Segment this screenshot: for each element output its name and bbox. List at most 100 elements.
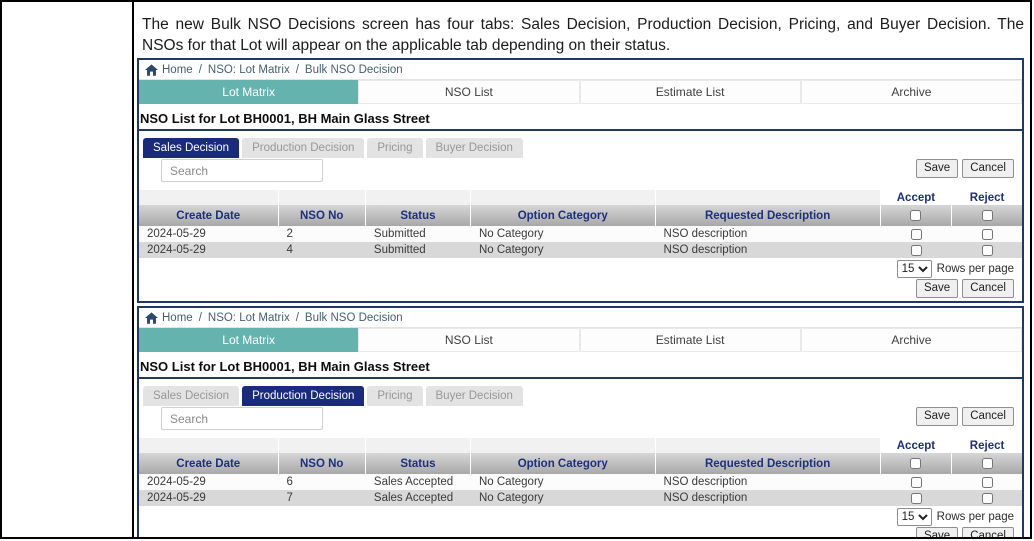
bottom-buttons: Save Cancel [139,526,1022,537]
rows-per-page-select[interactable]: 15 [896,260,932,278]
reject-all-checkbox[interactable] [981,458,993,469]
toolbar: Save Cancel [139,158,1022,184]
breadcrumb-separator: / [198,312,202,324]
document-main-cell: The new Bulk NSO Decisions screen has fo… [134,2,1030,537]
column-header-accept: Accept [880,190,953,205]
table-header-row: Create Date NSO No Status Option Categor… [139,453,1022,474]
decision-sub-tabs: Sales Decision Production Decision Prici… [143,386,1022,406]
main-tab-bar: Lot Matrix NSO List Estimate List Archiv… [139,328,1022,352]
subtab-production-decision[interactable]: Production Decision [242,386,365,406]
reject-checkbox[interactable] [981,228,993,240]
pagination: 15 Rows per page [139,506,1022,526]
tab-archive[interactable]: Archive [800,80,1022,104]
breadcrumb-separator: / [295,64,299,76]
breadcrumb-separator: / [198,64,202,76]
subtab-buyer-decision[interactable]: Buyer Decision [425,386,523,406]
search-input[interactable] [161,407,323,430]
breadcrumb-bulk-nso-decision[interactable]: Bulk NSO Decision [304,64,403,76]
tab-estimate-list[interactable]: Estimate List [579,328,801,352]
table-row: 2024-05-29 4 Submitted No Category NSO d… [139,242,1022,258]
tab-lot-matrix[interactable]: Lot Matrix [139,80,359,104]
table-header-top-row: Accept Reject [139,190,1022,205]
rows-per-page-select[interactable]: 15 [896,508,932,526]
column-header-create-date: Create Date [139,453,279,474]
rows-per-page-label: Rows per page [936,511,1014,523]
screenshot-production-decision: Home / NSO: Lot Matrix / Bulk NSO Decisi… [137,306,1024,537]
accept-checkbox[interactable] [910,476,922,488]
column-header-option-category: Option Category [470,205,656,226]
accept-checkbox[interactable] [910,492,922,504]
column-header-create-date: Create Date [139,205,279,226]
nso-table: Accept Reject Create Date NSO No Status … [139,190,1022,258]
page-title: NSO List for Lot BH0001, BH Main Glass S… [140,359,430,374]
column-header-accept: Accept [880,438,953,453]
breadcrumb-bulk-nso-decision[interactable]: Bulk NSO Decision [304,312,403,324]
bottom-buttons: Save Cancel [139,278,1022,301]
tab-nso-list[interactable]: NSO List [358,80,580,104]
save-button[interactable]: Save [915,407,959,426]
tab-nso-list[interactable]: NSO List [358,328,580,352]
cancel-button[interactable]: Cancel [962,159,1014,178]
reject-checkbox[interactable] [981,476,993,488]
column-header-reject: Reject [952,438,1022,453]
table-header-top-row: Accept Reject [139,438,1022,453]
main-tab-bar: Lot Matrix NSO List Estimate List Archiv… [139,80,1022,104]
save-button[interactable]: Save [915,159,959,178]
table-header-row: Create Date NSO No Status Option Categor… [139,205,1022,226]
breadcrumb: Home / NSO: Lot Matrix / Bulk NSO Decisi… [139,60,1022,80]
tab-estimate-list[interactable]: Estimate List [579,80,801,104]
save-button[interactable]: Save [915,279,959,298]
table-row: 2024-05-29 2 Submitted No Category NSO d… [139,226,1022,242]
pagination: 15 Rows per page [139,258,1022,278]
column-header-nso-no: NSO No [278,205,366,226]
tab-archive[interactable]: Archive [800,328,1022,352]
cancel-button[interactable]: Cancel [962,279,1014,298]
page-heading-wrap: NSO List for Lot BH0001, BH Main Glass S… [139,104,1022,131]
screenshot-sales-decision: Home / NSO: Lot Matrix / Bulk NSO Decisi… [137,58,1024,303]
subtab-sales-decision[interactable]: Sales Decision [143,138,240,158]
column-header-requested-description: Requested Description [655,205,881,226]
toolbar: Save Cancel [139,406,1022,432]
search-input[interactable] [161,159,323,182]
subtab-sales-decision[interactable]: Sales Decision [143,386,240,406]
page-title: NSO List for Lot BH0001, BH Main Glass S… [140,111,430,126]
column-header-requested-description: Requested Description [655,453,881,474]
page-heading-wrap: NSO List for Lot BH0001, BH Main Glass S… [139,352,1022,379]
document-left-cell [2,2,134,537]
reject-all-checkbox[interactable] [981,210,993,221]
column-header-reject: Reject [952,190,1022,205]
tab-lot-matrix[interactable]: Lot Matrix [139,328,359,352]
accept-all-checkbox[interactable] [910,458,922,469]
nso-table: Accept Reject Create Date NSO No Status … [139,438,1022,506]
subtab-buyer-decision[interactable]: Buyer Decision [425,138,523,158]
column-header-nso-no: NSO No [278,453,366,474]
reject-checkbox[interactable] [981,244,993,256]
save-button[interactable]: Save [915,527,959,537]
breadcrumb-home[interactable]: Home [162,64,193,76]
breadcrumb-lot-matrix[interactable]: NSO: Lot Matrix [207,312,290,324]
table-row: 2024-05-29 7 Sales Accepted No Category … [139,490,1022,506]
column-header-option-category: Option Category [470,453,656,474]
cancel-button[interactable]: Cancel [962,527,1014,537]
column-header-status: Status [365,453,471,474]
accept-checkbox[interactable] [910,244,922,256]
subtab-production-decision[interactable]: Production Decision [242,138,365,158]
breadcrumb-lot-matrix[interactable]: NSO: Lot Matrix [207,64,290,76]
intro-paragraph: The new Bulk NSO Decisions screen has fo… [142,16,1024,54]
home-icon [145,64,158,76]
column-header-status: Status [365,205,471,226]
home-icon [145,312,158,324]
subtab-pricing[interactable]: Pricing [367,138,423,158]
accept-checkbox[interactable] [910,228,922,240]
rows-per-page-label: Rows per page [936,263,1014,275]
accept-all-checkbox[interactable] [910,210,922,221]
breadcrumb-separator: / [295,312,299,324]
breadcrumb: Home / NSO: Lot Matrix / Bulk NSO Decisi… [139,308,1022,328]
breadcrumb-home[interactable]: Home [162,312,193,324]
cancel-button[interactable]: Cancel [962,407,1014,426]
decision-sub-tabs: Sales Decision Production Decision Prici… [143,138,1022,158]
subtab-pricing[interactable]: Pricing [367,386,423,406]
reject-checkbox[interactable] [981,492,993,504]
table-row: 2024-05-29 6 Sales Accepted No Category … [139,474,1022,490]
